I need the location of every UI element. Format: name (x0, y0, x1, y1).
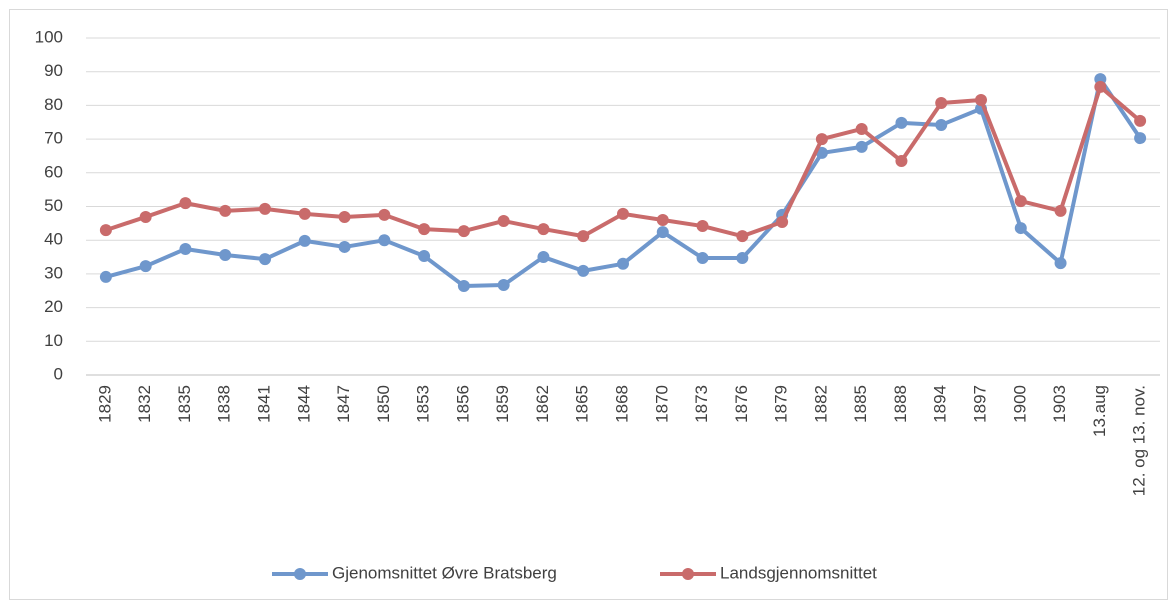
point (935, 118, 948, 131)
point (696, 252, 709, 265)
y-tick-label: 60 (44, 162, 63, 181)
point (577, 230, 590, 243)
point (537, 223, 550, 236)
y-tick-label: 100 (35, 27, 63, 46)
x-tick-label: 1850 (374, 385, 393, 423)
x-tick-label: 1885 (851, 385, 870, 423)
x-tick-label: 1847 (334, 385, 353, 423)
point (139, 260, 152, 273)
point (617, 257, 629, 270)
legend-label: Gjenomsnittet Øvre Bratsberg (332, 563, 557, 582)
point (1014, 195, 1027, 208)
x-tick-label: 1894 (931, 385, 950, 423)
point (259, 253, 271, 266)
chart-border (9, 9, 1168, 600)
legend-marker (682, 568, 694, 580)
x-tick-label: 1859 (493, 385, 512, 423)
y-tick-label: 40 (44, 230, 63, 249)
x-tick-label: 1856 (453, 385, 472, 423)
point (1134, 132, 1147, 145)
point (298, 234, 311, 247)
point (418, 250, 431, 263)
point (656, 213, 669, 226)
x-tick-label: 1888 (891, 385, 910, 423)
y-tick-label: 20 (44, 297, 63, 316)
legend-marker (294, 568, 306, 580)
point (1054, 257, 1067, 270)
point (338, 240, 351, 253)
point (935, 97, 948, 110)
x-tick-label: 1829 (95, 385, 114, 423)
point (1054, 204, 1067, 217)
point (497, 279, 510, 292)
point (378, 234, 391, 247)
y-tick-label: 50 (44, 196, 63, 215)
point (656, 226, 669, 239)
x-tick-label: 1838 (215, 385, 234, 423)
point (497, 214, 510, 227)
point (855, 122, 868, 135)
point (418, 223, 431, 236)
point (378, 208, 391, 221)
point (99, 224, 112, 237)
point (577, 264, 590, 277)
y-tick-label: 90 (44, 61, 63, 80)
point (338, 210, 351, 223)
x-tick-label: 13.aug (1090, 385, 1109, 437)
point (457, 280, 470, 293)
point (179, 242, 192, 255)
point (736, 252, 749, 265)
x-tick-label: 1876 (732, 385, 751, 423)
y-tick-label: 0 (54, 364, 63, 383)
x-tick-label: 1832 (135, 385, 154, 423)
point (537, 251, 550, 264)
y-tick-label: 70 (44, 129, 63, 148)
point (815, 133, 828, 146)
x-tick-label: 1903 (1050, 385, 1069, 423)
x-tick-label: 1879 (772, 385, 791, 423)
point (139, 210, 152, 223)
x-tick-label: 1882 (811, 385, 830, 423)
point (1014, 222, 1027, 235)
x-tick-label: 1900 (1010, 385, 1029, 423)
point (298, 207, 311, 220)
point (696, 220, 709, 233)
y-tick-label: 80 (44, 95, 63, 114)
legend-label: Landsgjennomsnittet (720, 563, 877, 582)
point (457, 225, 470, 238)
x-tick-label: 1835 (175, 385, 194, 423)
point (776, 216, 789, 229)
x-tick-label: 1897 (970, 385, 989, 423)
x-tick-label: 1844 (294, 385, 313, 423)
point (179, 197, 192, 210)
x-tick-label: 1870 (652, 385, 671, 423)
x-tick-label: 12. og 13. nov. (1130, 385, 1149, 496)
x-tick-label: 1841 (254, 385, 273, 423)
point (895, 116, 908, 129)
x-tick-label: 1862 (533, 385, 552, 423)
point (99, 270, 112, 283)
point (1134, 114, 1147, 127)
x-tick-label: 1868 (612, 385, 631, 423)
point (219, 204, 232, 217)
y-tick-label: 10 (44, 331, 63, 350)
point (617, 207, 629, 220)
x-tick-label: 1865 (573, 385, 592, 423)
point (975, 94, 987, 107)
x-tick-label: 1873 (692, 385, 711, 423)
x-tick-label: 1853 (414, 385, 433, 423)
y-tick-label: 30 (44, 263, 63, 282)
point (895, 155, 908, 168)
point (259, 202, 271, 215)
point (736, 230, 749, 243)
point (855, 140, 868, 153)
point (219, 249, 232, 262)
point (1094, 80, 1107, 93)
